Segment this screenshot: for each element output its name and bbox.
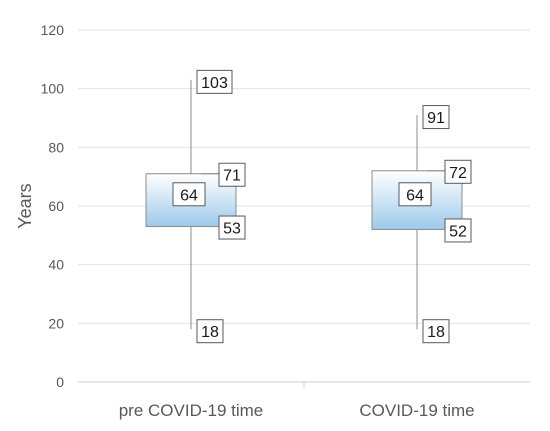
y-tick-label: 60 [48, 198, 64, 214]
median-label-box [172, 182, 206, 207]
x-category-label: COVID-19 time [359, 401, 474, 420]
y-tick-label: 20 [48, 315, 64, 331]
x-category-label: pre COVID-19 time [119, 401, 264, 420]
q1-label: 52 [449, 223, 467, 240]
min-label: 18 [201, 324, 219, 341]
y-axis-ticks: 0 20 40 60 80 100 120 [41, 22, 65, 390]
max-label: 91 [427, 110, 445, 127]
min-label: 18 [427, 324, 445, 341]
box-series: 103 71 64 53 18 91 72 64 52 18 [145, 69, 472, 344]
box-item: 91 72 64 52 18 [371, 105, 472, 344]
box-item: 103 71 64 53 18 [145, 69, 246, 344]
q3-label: 72 [449, 165, 467, 182]
y-tick-label: 40 [48, 257, 64, 273]
q3-label-box [444, 159, 472, 184]
median-label-box [398, 182, 432, 207]
max-label-box [196, 69, 233, 94]
q1-label-box [444, 218, 472, 243]
q3-label: 71 [223, 168, 241, 185]
max-label: 103 [201, 75, 228, 92]
median-label: 64 [180, 187, 198, 204]
y-tick-label: 0 [56, 374, 64, 390]
x-axis-categories: pre COVID-19 time COVID-19 time [119, 401, 475, 420]
y-tick-label: 100 [41, 81, 65, 97]
q3-label-box [218, 162, 246, 187]
q1-label-box [218, 215, 246, 240]
y-axis-label: Years [15, 183, 35, 228]
median-label: 64 [406, 187, 424, 204]
y-tick-label: 120 [41, 22, 65, 38]
q1-label: 53 [223, 221, 241, 238]
max-label-box [422, 105, 450, 130]
min-label-box [196, 319, 224, 344]
y-tick-label: 80 [48, 139, 64, 155]
min-label-box [422, 319, 450, 344]
